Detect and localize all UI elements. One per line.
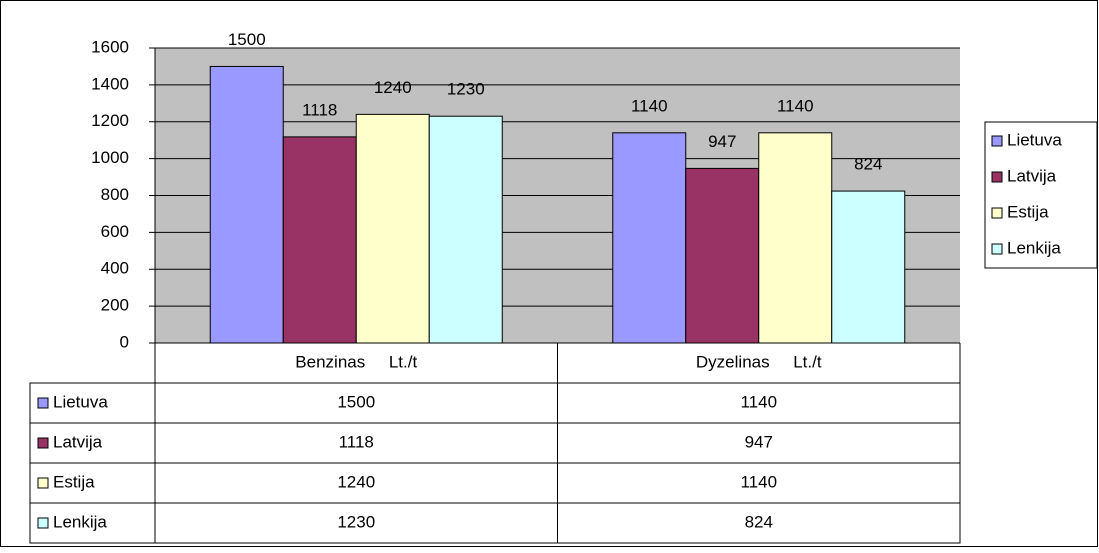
table-legend-key [37, 477, 49, 489]
table-cell: 1118 [339, 432, 374, 451]
table-legend-key [37, 517, 49, 529]
y-tick-label: 400 [101, 259, 129, 278]
x-tick-label: Benzinas Lt./t [295, 352, 417, 371]
legend-label: Lietuva [1007, 130, 1062, 149]
y-tick-label: 1400 [91, 74, 129, 93]
bar [612, 132, 687, 344]
table-row-label: Lietuva [53, 392, 108, 411]
y-tick-label: 600 [101, 222, 129, 241]
data-label: 1140 [777, 96, 814, 115]
data-label: 1240 [374, 78, 412, 97]
bar [428, 115, 503, 344]
table-row-label: Estija [53, 472, 95, 491]
legend-label: Lenkija [1007, 238, 1061, 257]
data-label: 1500 [228, 30, 266, 49]
legend-box [984, 121, 1098, 269]
table-cell: 1140 [740, 392, 777, 411]
table-cell: 1230 [337, 512, 375, 531]
bar [685, 167, 760, 344]
table-cell: 947 [745, 432, 773, 451]
legend-key [991, 207, 1003, 219]
table-legend-key [37, 397, 49, 409]
legend-label: Estija [1007, 202, 1049, 221]
y-tick-label: 0 [120, 332, 129, 351]
legend-key [991, 135, 1003, 147]
legend-key [991, 243, 1003, 255]
bar [282, 136, 357, 344]
bar [831, 190, 906, 344]
table-cell: 1500 [337, 392, 375, 411]
bar [355, 113, 430, 344]
y-tick-label: 1000 [91, 148, 129, 167]
table-legend-key [37, 437, 49, 449]
bar [758, 132, 833, 344]
table-cell: 1140 [740, 472, 777, 491]
bar [209, 65, 284, 344]
table-cell: 824 [745, 512, 773, 531]
legend-key [991, 171, 1003, 183]
table-cell: 1240 [337, 472, 375, 491]
table-row-label: Latvija [53, 432, 103, 451]
data-label: 1118 [302, 100, 337, 119]
data-label: 1230 [447, 80, 485, 99]
legend-label: Latvija [1007, 166, 1057, 185]
x-tick-label: Dyzelinas Lt./t [696, 352, 822, 371]
y-tick-label: 1600 [91, 37, 129, 56]
data-label: 1140 [631, 96, 668, 115]
y-tick-label: 1200 [91, 111, 129, 130]
data-label: 824 [854, 155, 882, 174]
y-tick-label: 200 [101, 296, 129, 315]
y-tick-label: 800 [101, 185, 129, 204]
data-label: 947 [708, 132, 736, 151]
table-row-label: Lenkija [53, 512, 107, 531]
